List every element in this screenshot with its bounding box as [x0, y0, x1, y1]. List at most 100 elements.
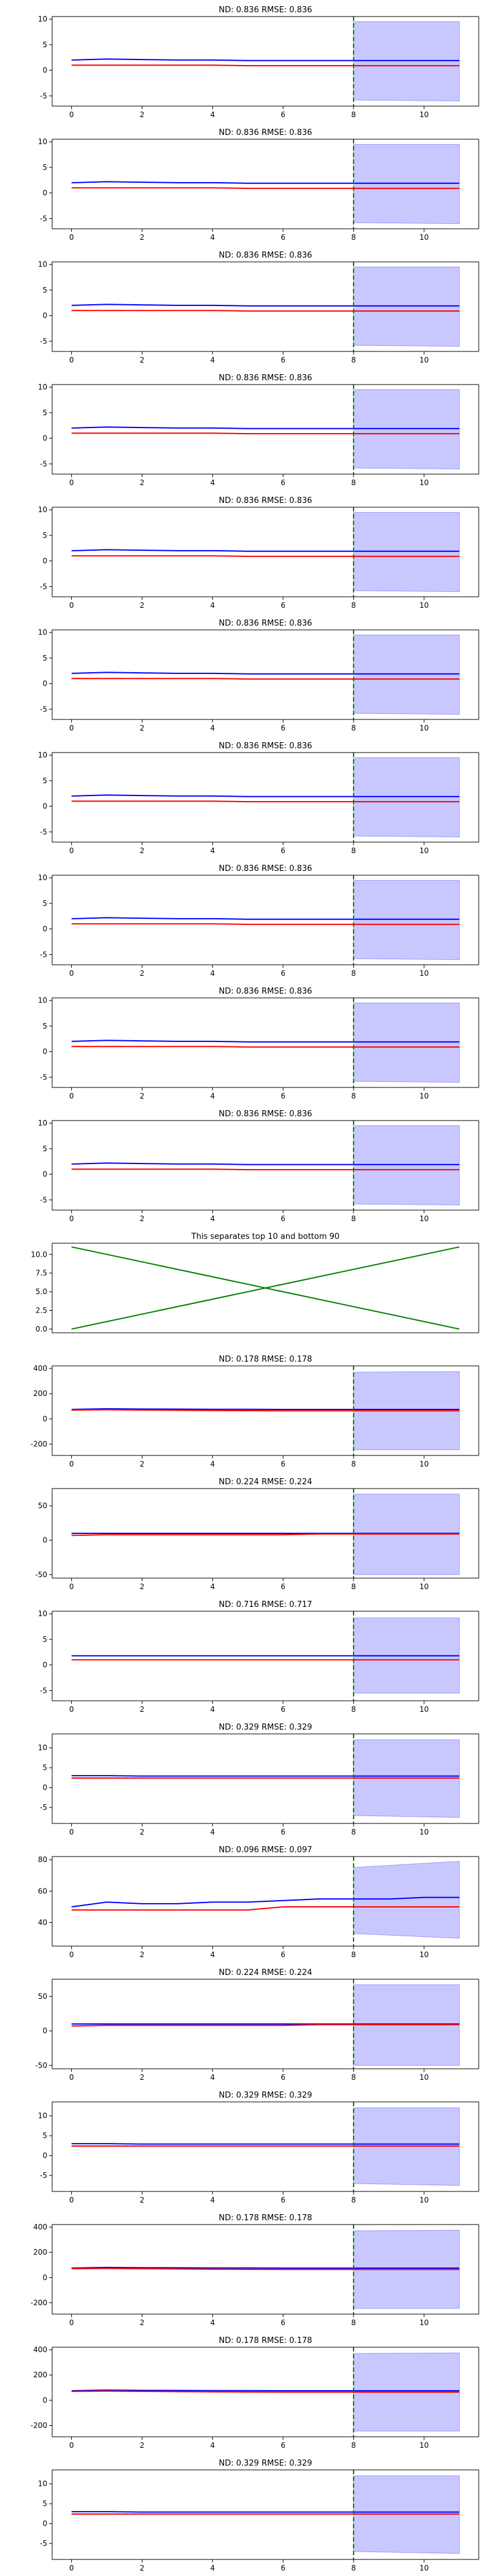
y-tick-label: 10 — [38, 628, 47, 637]
x-tick-label: 8 — [351, 1092, 356, 1100]
series-line-red — [71, 432, 460, 435]
subplot-16: ND: 0.096 RMSE: 0.097 40 60 80 0 2 4 6 8 10 — [38, 1846, 479, 1959]
subplot-title: ND: 0.836 RMSE: 0.836 — [218, 864, 312, 873]
x-tick-label: 4 — [211, 1460, 215, 1468]
prediction-interval-band — [353, 880, 460, 960]
series-line-red — [71, 1168, 460, 1171]
subplot-6: ND: 0.836 RMSE: 0.836 -5 0 5 10 0 2 4 6 8 10 — [38, 619, 479, 732]
y-tick-label: 0 — [42, 66, 47, 75]
axes-frame — [52, 2469, 479, 2560]
y-tick-label: -50 — [35, 2061, 47, 2069]
x-tick-label: 2 — [140, 1214, 145, 1223]
subplot-5: ND: 0.836 RMSE: 0.836 -5 0 5 10 0 2 4 6 8 10 — [38, 496, 479, 610]
y-tick-label: 10 — [38, 260, 47, 269]
subplot-title: ND: 0.836 RMSE: 0.836 — [218, 496, 312, 505]
x-tick-label: 10 — [419, 969, 428, 978]
x-tick-label: 4 — [211, 233, 215, 242]
series-line-red — [71, 64, 460, 67]
x-tick-label: 8 — [351, 1582, 356, 1591]
y-tick-label: 5 — [42, 531, 47, 540]
y-tick-label: 10 — [38, 751, 47, 759]
subplot-18: ND: 0.329 RMSE: 0.329 -5 0 5 10 0 2 4 6 8 10 — [38, 2091, 479, 2204]
x-tick-label: 6 — [280, 110, 285, 119]
series-line-blue — [71, 672, 460, 675]
x-tick-label: 2 — [140, 110, 145, 119]
x-tick-label: 0 — [69, 2318, 74, 2327]
y-tick-label: 5 — [42, 286, 47, 294]
series-line-blue — [71, 917, 460, 920]
axes-frame — [52, 2224, 479, 2315]
x-tick-label: 6 — [280, 969, 285, 978]
x-tick-label: 8 — [351, 2196, 356, 2204]
y-tick-label: -200 — [31, 1439, 47, 1448]
x-tick-label: 8 — [351, 846, 356, 855]
x-tick-label: 2 — [140, 233, 145, 242]
x-tick-label: 0 — [69, 110, 74, 119]
x-tick-label: 0 — [69, 846, 74, 855]
series-line-blue — [71, 58, 460, 61]
x-tick-label: 2 — [140, 1460, 145, 1468]
subplot-title: ND: 0.178 RMSE: 0.178 — [218, 2214, 312, 2223]
x-tick-label: 10 — [419, 2318, 428, 2327]
x-tick-label: 0 — [69, 1582, 74, 1591]
y-tick-label: 0.0 — [36, 1325, 47, 1333]
axes-frame — [52, 139, 479, 229]
x-tick-label: 2 — [140, 969, 145, 978]
x-tick-label: 10 — [419, 356, 428, 364]
y-tick-label: 10 — [38, 996, 47, 1005]
axes-frame — [52, 16, 479, 107]
x-tick-label: 10 — [419, 601, 428, 610]
x-tick-label: 4 — [211, 110, 215, 119]
x-tick-label: 2 — [140, 2564, 145, 2572]
x-tick-label: 8 — [351, 969, 356, 978]
subplot-1: ND: 0.836 RMSE: 0.836 -5 0 5 10 0 2 4 6 8 10 — [38, 6, 479, 119]
series-line-red — [71, 2390, 460, 2393]
axes-frame — [52, 1979, 479, 2069]
x-tick-label: 4 — [211, 1950, 215, 1959]
y-tick-label: 10 — [38, 137, 47, 146]
y-tick-label: -5 — [40, 2171, 47, 2180]
subplot-11: This separates top 10 and bottom 90 0.0 2.… — [31, 1232, 479, 1333]
y-tick-label: 5 — [42, 2131, 47, 2140]
x-tick-label: 2 — [140, 1828, 145, 1836]
y-tick-label: 10 — [38, 1119, 47, 1127]
subplot-title: ND: 0.178 RMSE: 0.178 — [218, 2336, 312, 2345]
y-tick-label: 10 — [38, 15, 47, 23]
y-tick-label: 5 — [42, 163, 47, 172]
subplot-10: ND: 0.836 RMSE: 0.836 -5 0 5 10 0 2 4 6 8 10 — [38, 1110, 479, 1223]
y-tick-label: 0 — [42, 1170, 47, 1179]
x-tick-label: 0 — [69, 2196, 74, 2204]
x-tick-label: 6 — [280, 2441, 285, 2450]
x-tick-label: 2 — [140, 601, 145, 610]
y-tick-label: 5 — [42, 1763, 47, 1772]
x-tick-label: 6 — [280, 1828, 285, 1836]
subplot-20: ND: 0.178 RMSE: 0.178 -200 0 200 400 0 2 4 6 8 10 — [31, 2336, 479, 2450]
y-tick-label: -5 — [40, 1073, 47, 1081]
y-tick-label: 5.0 — [36, 1287, 47, 1296]
x-tick-label: 0 — [69, 1705, 74, 1714]
y-tick-label: 5 — [42, 776, 47, 785]
subplot-15: ND: 0.329 RMSE: 0.329 -5 0 5 10 0 2 4 6 8 10 — [38, 1723, 479, 1836]
axes-frame — [52, 875, 479, 965]
prediction-interval-band — [353, 634, 460, 715]
x-tick-label: 6 — [280, 233, 285, 242]
subplot-title: ND: 0.096 RMSE: 0.097 — [218, 1846, 312, 1855]
prediction-interval-band — [353, 1861, 460, 1939]
series-line-blue — [71, 304, 460, 307]
x-tick-label: 6 — [280, 2196, 285, 2204]
subplot-7: ND: 0.836 RMSE: 0.836 -5 0 5 10 0 2 4 6 8 10 — [38, 742, 479, 855]
x-tick-label: 2 — [140, 1092, 145, 1100]
subplot-title: ND: 0.836 RMSE: 0.836 — [218, 1110, 312, 1119]
y-tick-label: -50 — [35, 1570, 47, 1579]
series-line-blue — [71, 1896, 460, 1907]
x-tick-label: 8 — [351, 478, 356, 487]
y-tick-label: 0 — [42, 2026, 47, 2035]
x-tick-label: 4 — [211, 1828, 215, 1836]
x-tick-label: 10 — [419, 1460, 428, 1468]
x-tick-label: 4 — [211, 2564, 215, 2572]
x-tick-label: 2 — [140, 1705, 145, 1714]
x-tick-label: 4 — [211, 1214, 215, 1223]
x-tick-label: 2 — [140, 846, 145, 855]
axes-frame — [52, 997, 479, 1088]
y-tick-label: 10 — [38, 383, 47, 391]
